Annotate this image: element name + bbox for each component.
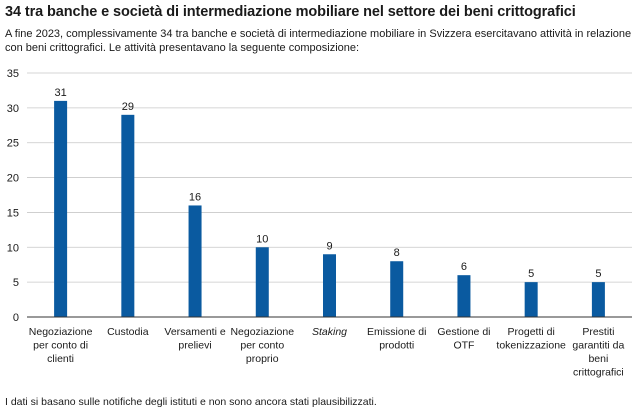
x-category-label: Emissione di prodotti xyxy=(367,326,427,352)
chart-title: 34 tra banche e società di intermediazio… xyxy=(5,4,576,20)
y-tick-label: 5 xyxy=(13,277,19,289)
y-tick-label: 20 xyxy=(7,173,19,185)
data-label: 5 xyxy=(595,268,601,280)
y-tick-label: 25 xyxy=(7,138,19,150)
x-category-label: Gestione di OTF xyxy=(437,326,490,352)
y-tick-label: 35 xyxy=(7,68,19,80)
bar xyxy=(54,100,68,317)
x-category-label: Negoziazione per conto proprio xyxy=(230,326,294,365)
data-label: 5 xyxy=(528,268,534,280)
footnote: I dati si basano sulle notifiche degli i… xyxy=(5,396,377,408)
y-tick-label: 15 xyxy=(7,207,19,219)
bar xyxy=(323,254,336,317)
data-label: 29 xyxy=(122,101,134,113)
x-category-label: Versamenti e prelievi xyxy=(164,326,225,352)
bar xyxy=(524,282,538,317)
data-labels: 31 29 16 10 9 8 6 5 5 xyxy=(54,87,601,280)
x-category-label: Progetti di tokenizzazione xyxy=(496,326,566,352)
data-label: 6 xyxy=(461,261,467,273)
x-category-label: Negoziazione per conto di clienti xyxy=(29,326,93,365)
data-label: 31 xyxy=(54,87,66,99)
bar xyxy=(457,275,471,317)
bars xyxy=(54,100,605,317)
y-tick-label: 0 xyxy=(13,312,19,324)
data-label: 9 xyxy=(326,240,332,252)
bar xyxy=(255,247,269,317)
bar xyxy=(591,282,605,317)
x-category-label: Staking xyxy=(312,326,347,338)
x-category-label: Custodia xyxy=(107,326,149,338)
bar xyxy=(188,205,202,317)
x-axis-categories: Negoziazione per conto di clienti Custodia V… xyxy=(29,326,625,379)
bar xyxy=(390,261,404,317)
y-tick-label: 30 xyxy=(7,103,19,115)
data-label: 8 xyxy=(394,247,400,259)
data-label: 16 xyxy=(189,191,201,203)
x-category-label: Prestiti garantiti da beni crittografici xyxy=(572,326,624,379)
chart-intro-text: A fine 2023, complessivamente 34 tra ban… xyxy=(5,28,632,54)
data-label: 10 xyxy=(256,233,268,245)
y-tick-label: 10 xyxy=(7,242,19,254)
y-axis-ticks: 0 5 10 15 20 25 30 35 xyxy=(7,68,19,324)
bar xyxy=(121,114,135,317)
